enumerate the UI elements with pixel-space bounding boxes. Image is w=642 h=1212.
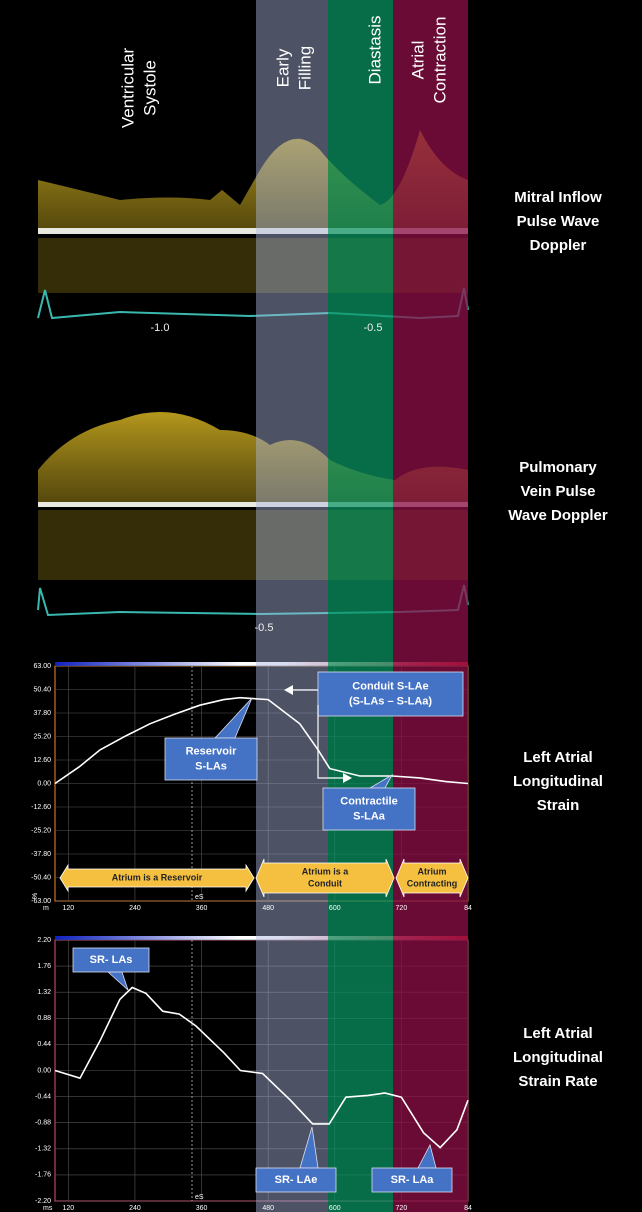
doppler-scale-label: -0.5 bbox=[364, 322, 383, 334]
callout-text: S-LAs bbox=[195, 760, 227, 772]
phase-label-line: Contraction bbox=[430, 17, 449, 104]
y-tick-label: 25.20 bbox=[33, 733, 51, 740]
callout-text: Contractile bbox=[340, 795, 397, 807]
atrial-contraction-band bbox=[393, 0, 468, 1212]
callout-box bbox=[323, 788, 415, 830]
diastasis-band bbox=[328, 0, 393, 1212]
y-tick-label: -1.32 bbox=[35, 1146, 51, 1153]
callout-text: Conduit S-LAe bbox=[352, 680, 428, 692]
phase-arrow-text: Atrium is a Reservoir bbox=[112, 872, 203, 882]
panel-label: Strain bbox=[537, 797, 580, 814]
y-tick-label: 0.88 bbox=[37, 1015, 51, 1022]
y-tick-label: 1.76 bbox=[37, 963, 51, 970]
x-tick-label: 360 bbox=[196, 905, 208, 912]
x-tick-label: 84 bbox=[464, 905, 472, 912]
phase-arrow-text: Atrium bbox=[418, 866, 447, 876]
phase-arrow-text: Contracting bbox=[407, 878, 458, 888]
x-unit: m bbox=[43, 905, 49, 912]
panel-label: Left Atrial bbox=[523, 1025, 592, 1042]
callout-text: Reservoir bbox=[186, 745, 237, 757]
phase-label-line: Early bbox=[273, 48, 292, 87]
y-tick-label: 12.60 bbox=[33, 757, 51, 764]
phase-arrow-text: Atrium is a bbox=[302, 866, 350, 876]
callout-text: S-LAa bbox=[353, 810, 386, 822]
callout-text: (S-LAs – S-LAa) bbox=[349, 695, 432, 707]
panel-label: Strain Rate bbox=[518, 1073, 597, 1090]
panel-label: Pulmonary bbox=[519, 459, 597, 476]
x-tick-label: 240 bbox=[129, 905, 141, 912]
callout-box bbox=[318, 672, 463, 716]
x-tick-label: 600 bbox=[329, 1205, 341, 1212]
y-tick-label: -37.80 bbox=[31, 851, 51, 858]
callout-text: SR- LAe bbox=[275, 1174, 318, 1186]
panel-label: Wave Doppler bbox=[508, 507, 608, 524]
x-tick-label: 600 bbox=[329, 905, 341, 912]
es-label: eS bbox=[195, 894, 204, 901]
phase-arrow-text: Conduit bbox=[308, 878, 342, 888]
y-tick-label: 0.00 bbox=[37, 780, 51, 787]
y-tick-label: 63.00 bbox=[33, 663, 51, 670]
phase-label-line: Systole bbox=[140, 60, 159, 116]
early-filling-band bbox=[256, 0, 328, 1212]
x-tick-label: 720 bbox=[396, 905, 408, 912]
y-tick-label: -25.20 bbox=[31, 827, 51, 834]
y-tick-label: -0.44 bbox=[35, 1093, 51, 1100]
x-tick-label: 120 bbox=[62, 905, 74, 912]
y-tick-label: 2.20 bbox=[37, 937, 51, 944]
y-unit: % bbox=[32, 893, 39, 899]
panel-label: Longitudinal bbox=[513, 1049, 603, 1066]
panel-label: Vein Pulse bbox=[520, 483, 595, 500]
phase-label-line: Ventricular bbox=[118, 48, 137, 129]
y-tick-label: -2.20 bbox=[35, 1198, 51, 1205]
callout-text: SR- LAs bbox=[90, 954, 133, 966]
y-tick-label: 1.32 bbox=[37, 989, 51, 996]
x-tick-label: 720 bbox=[396, 1205, 408, 1212]
y-tick-label: 50.40 bbox=[33, 686, 51, 693]
y-tick-label: 37.80 bbox=[33, 710, 51, 717]
y-tick-label: 0.00 bbox=[37, 1067, 51, 1074]
phase-label-line: Diastasis bbox=[365, 16, 384, 85]
x-tick-label: 360 bbox=[196, 1205, 208, 1212]
panel-label: Mitral Inflow bbox=[514, 189, 602, 206]
doppler-scale-label: -0.5 bbox=[255, 622, 274, 634]
phase-label-line: Atrial bbox=[408, 41, 427, 80]
y-tick-label: -0.88 bbox=[35, 1120, 51, 1127]
panel-label: Left Atrial bbox=[523, 749, 592, 766]
doppler-scale-label: -1.0 bbox=[151, 322, 170, 334]
panel-label: Doppler bbox=[530, 237, 587, 254]
y-tick-label: 0.44 bbox=[37, 1041, 51, 1048]
x-tick-label: 120 bbox=[62, 1205, 74, 1212]
figure: VentricularSystole EarlyFilling Diastasis A… bbox=[0, 0, 642, 1212]
phase-label: Diastasis bbox=[365, 16, 384, 85]
y-tick-label: -1.76 bbox=[35, 1172, 51, 1179]
panel-label: Longitudinal bbox=[513, 773, 603, 790]
phase-bands bbox=[256, 0, 468, 1212]
x-tick-label: 84 bbox=[464, 1205, 472, 1212]
x-tick-label: 480 bbox=[262, 905, 274, 912]
es-label: eS bbox=[195, 1194, 204, 1201]
phase-label-line: Filling bbox=[295, 46, 314, 90]
x-unit: ms bbox=[43, 1205, 53, 1212]
y-tick-label: -50.40 bbox=[31, 874, 51, 881]
y-tick-label: -12.60 bbox=[31, 804, 51, 811]
callout-box bbox=[165, 738, 257, 780]
x-tick-label: 480 bbox=[262, 1205, 274, 1212]
x-tick-label: 240 bbox=[129, 1205, 141, 1212]
callout-text: SR- LAa bbox=[391, 1174, 435, 1186]
panel-label: Pulse Wave bbox=[517, 213, 600, 230]
